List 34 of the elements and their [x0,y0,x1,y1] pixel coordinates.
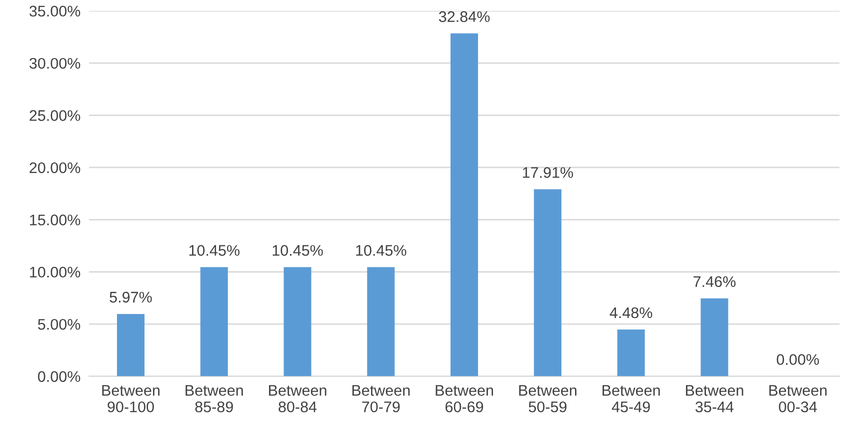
data-label: 17.91% [522,167,574,178]
bar [534,189,562,376]
x-tick-label: Between 50-59 [519,385,576,412]
data-label: 4.48% [610,307,652,318]
x-tick-label: Between 85-89 [186,385,243,412]
data-label: 10.45% [356,245,406,256]
y-tick-label: 35.00% [29,6,80,17]
bar [450,33,478,376]
y-tick-label: 15.00% [30,214,80,226]
x-tick-label: Between 60-69 [436,385,494,412]
data-label: 5.97% [110,292,152,303]
x-tick-label: Between 45-49 [602,385,660,412]
x-tick-label: Between 90-100 [102,385,160,412]
y-tick-label: 20.00% [30,162,80,174]
bar [200,267,228,376]
x-tick-label: Between 00-34 [769,385,827,412]
y-tick-label: 25.00% [30,110,80,121]
data-label: 0.00% [776,354,819,365]
x-tick-label: Between 80-84 [269,385,326,412]
data-label: 10.45% [272,245,323,256]
y-tick-label: 30.00% [29,58,80,69]
bar [700,298,728,376]
data-label: 7.46% [694,276,736,288]
y-tick-label: 10.00% [30,266,80,278]
data-label: 10.45% [189,245,240,256]
bar [116,314,144,376]
bar [367,267,395,376]
x-tick-label: Between 70-79 [352,385,410,412]
y-tick-label: 5.00% [38,318,80,330]
y-tick-label: 0.00% [38,371,80,382]
bar [617,330,645,376]
bar [284,267,312,376]
data-label: 32.84% [438,11,490,22]
x-tick-label: Between 35-44 [686,385,744,412]
